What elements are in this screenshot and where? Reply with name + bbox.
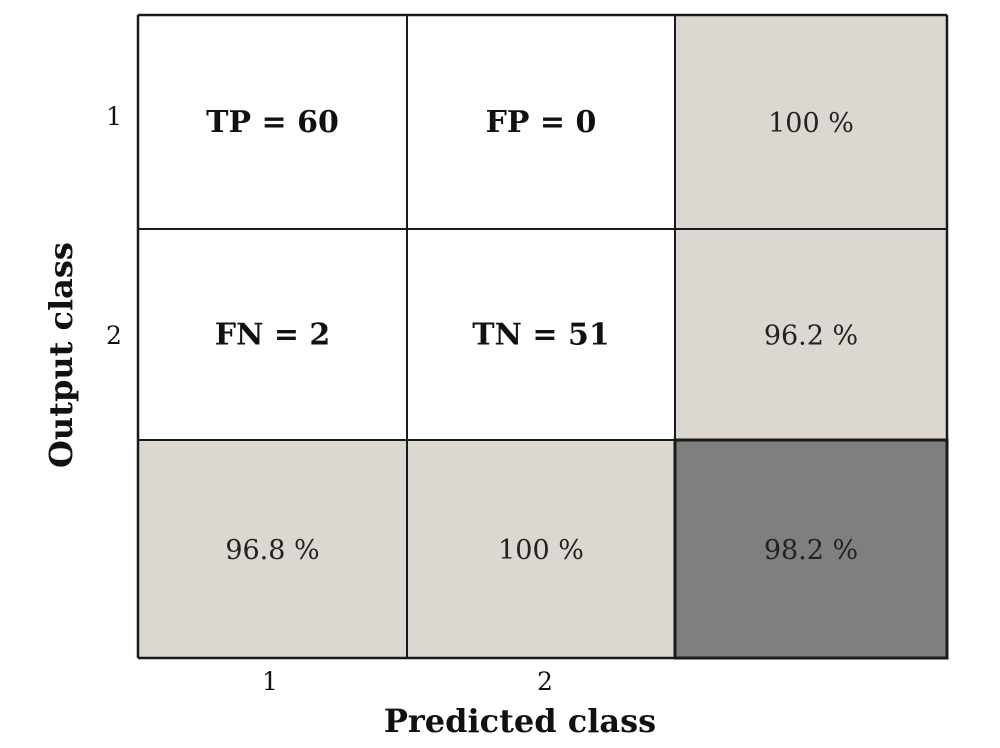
x-tick-label-2: 2 [537,667,553,696]
cell-label-r2-c2: TN = 51 [472,318,610,353]
matrix-cell-r1-c1 [138,15,407,229]
matrix-cell-r2-c3 [675,229,947,440]
cell-label-r3-c3: 98.2 % [764,535,858,566]
y-tick-label-2: 2 [106,321,122,350]
cell-label-r1-c3: 100 % [768,108,854,139]
cell-label-r1-c1: TP = 60 [206,105,339,140]
matrix-cells [138,15,947,658]
cell-label-r2-c1: FN = 2 [215,318,331,353]
overall-cell-border [673,438,949,660]
matrix-grid [136,13,949,660]
cell-label-r1-c2: FP = 0 [486,105,597,140]
matrix-cell-r1-c3 [675,15,947,229]
cell-label-r3-c2: 100 % [498,535,584,566]
matrix-cell-r1-c2 [407,15,675,229]
matrix-cell-labels: TP = 60 FP = 0 100 % FN = 2 TN = 51 96.2 % 96.… [206,105,858,566]
matrix-cell-r3-c1 [138,440,407,658]
cell-label-r2-c3: 96.2 % [764,321,858,352]
y-axis-label: Output class [42,242,80,468]
y-tick-label-1: 1 [106,102,122,131]
matrix-cell-r3-c3 [675,440,947,658]
matrix-cell-r3-c2 [407,440,675,658]
x-tick-label-1: 1 [262,667,278,696]
matrix-cell-r2-c2 [407,229,675,440]
matrix-cell-r2-c1 [138,229,407,440]
x-axis-label: Predicted class [384,702,656,740]
cell-label-r3-c1: 96.8 % [225,535,319,566]
axis-ticks: 1 2 1 2 [106,102,553,696]
